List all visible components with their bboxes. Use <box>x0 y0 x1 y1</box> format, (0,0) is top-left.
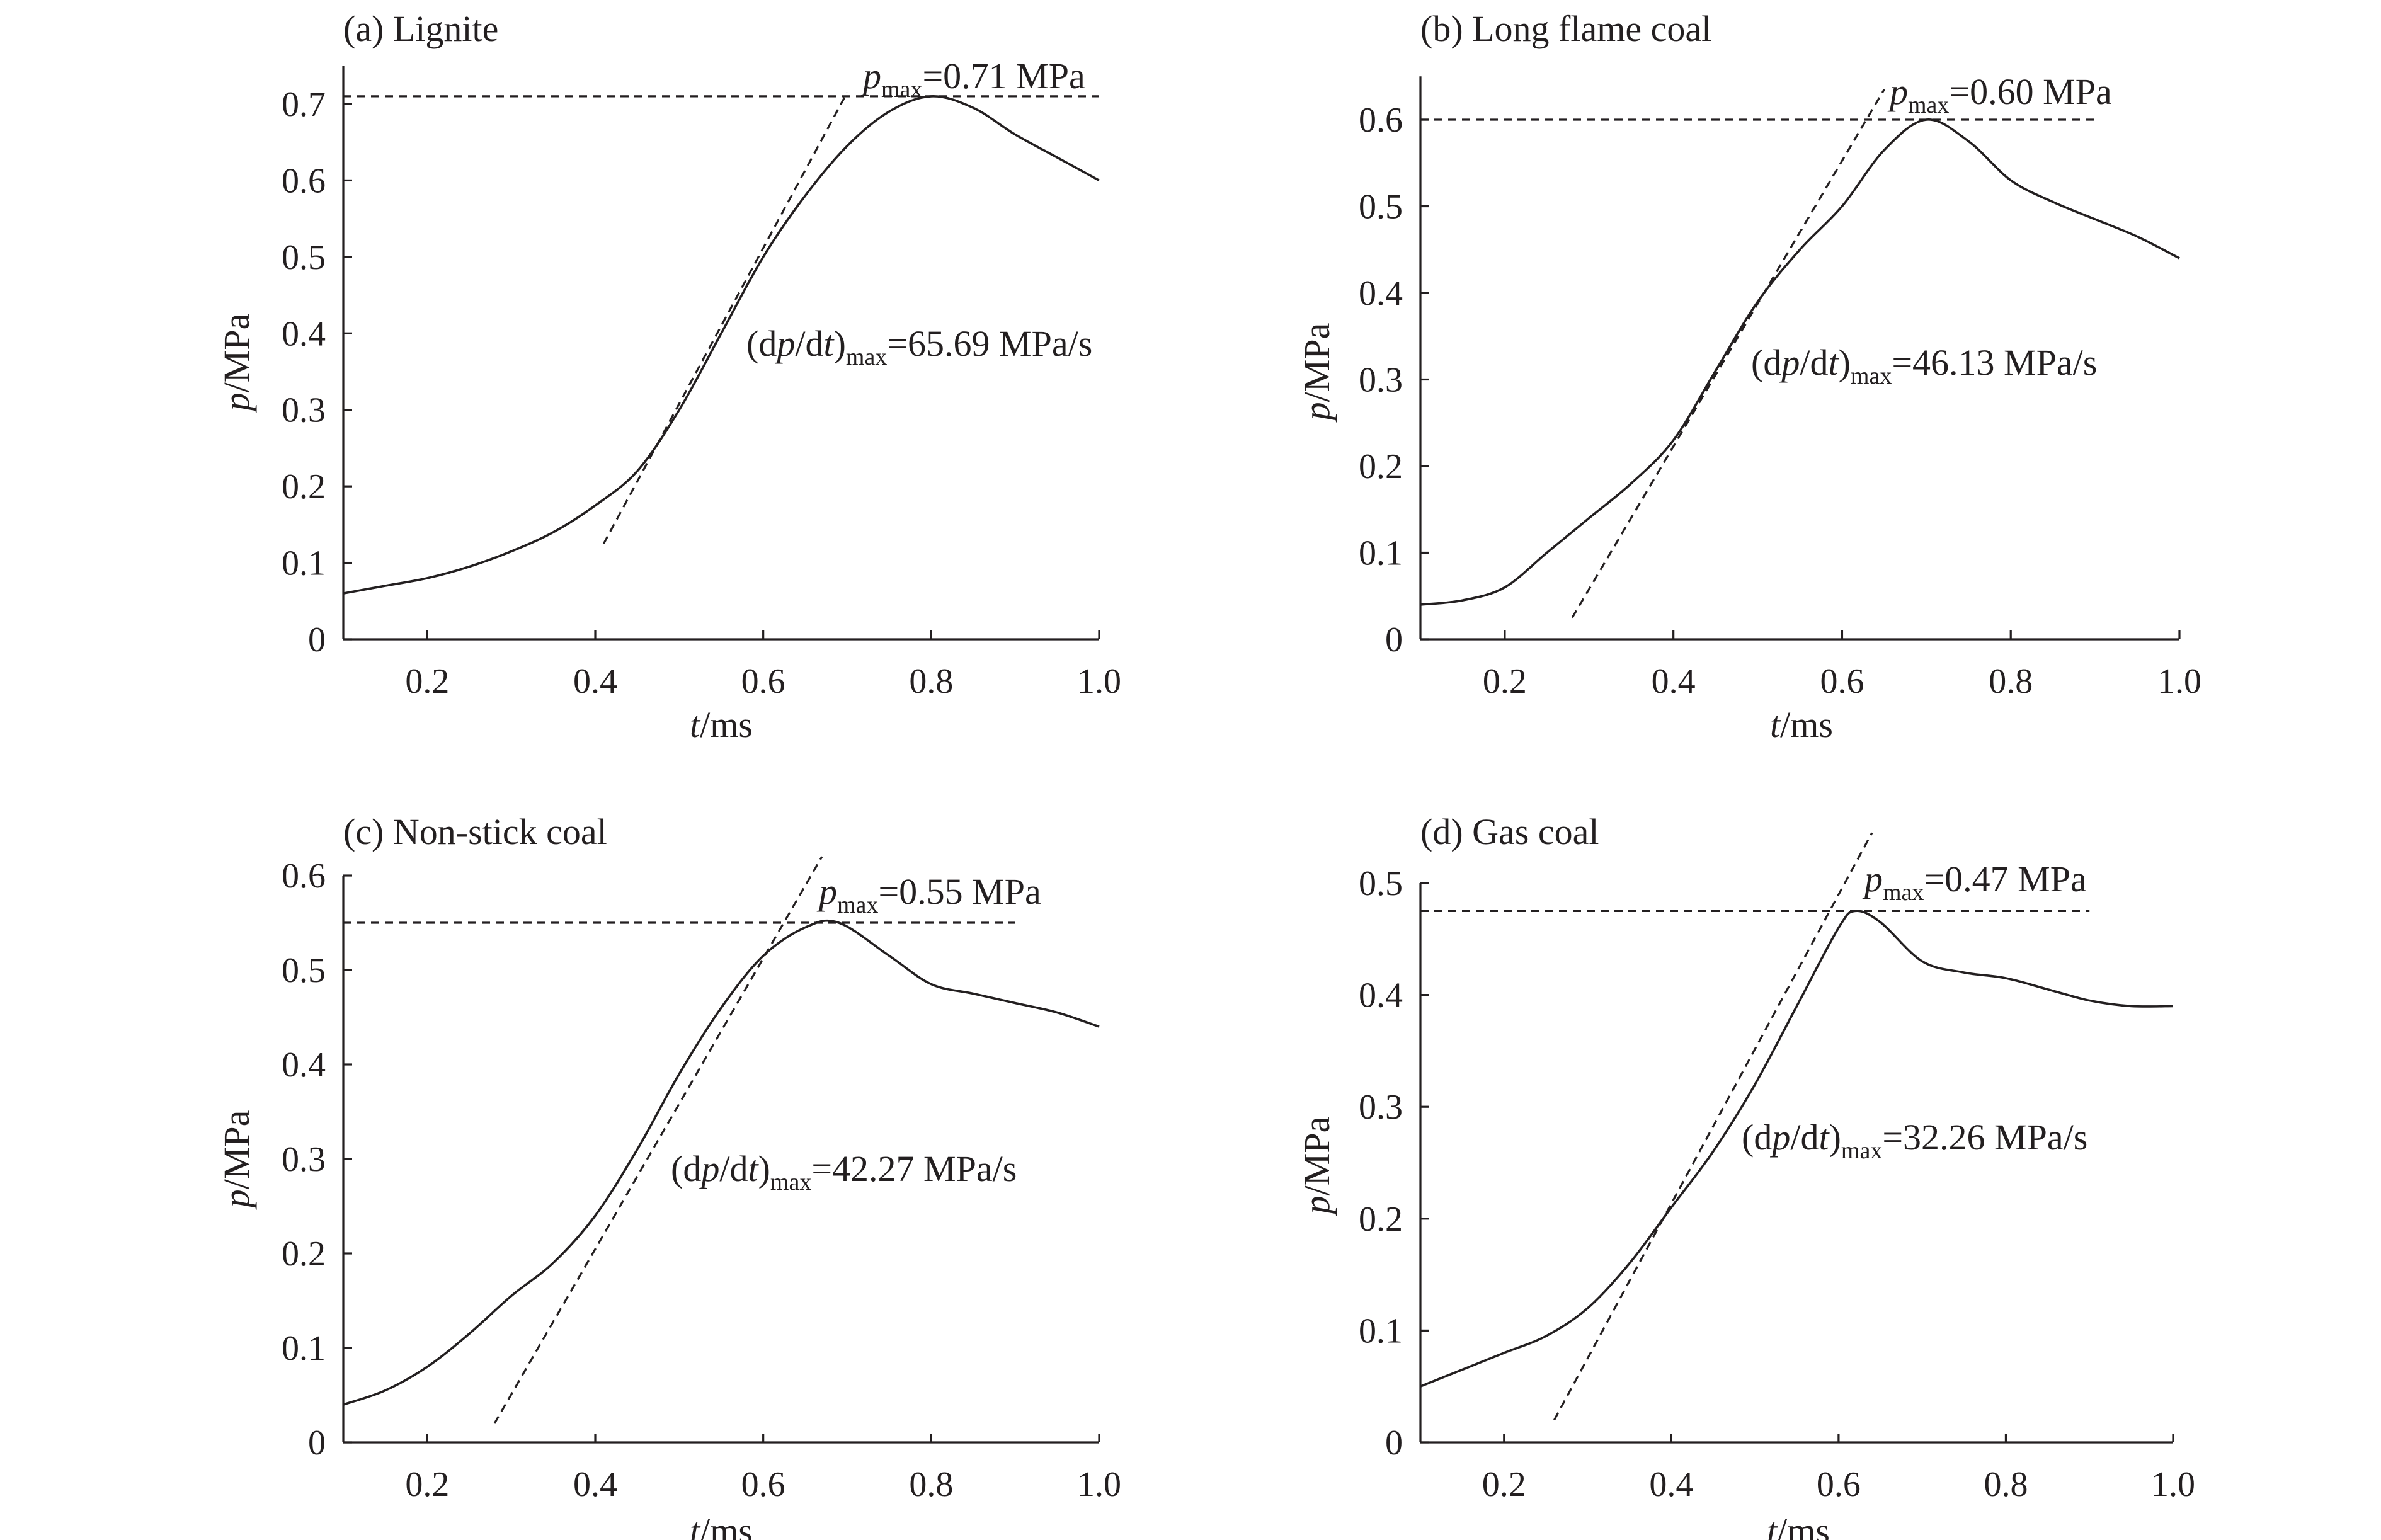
y-tick-label: 0.5 <box>1359 188 1403 227</box>
x-tick-label: 0.6 <box>741 1465 785 1504</box>
y-tick-label: 0.2 <box>282 1235 326 1274</box>
y-tick-label: 0.1 <box>1359 534 1403 573</box>
y-axis-title: p/MPa <box>216 314 257 414</box>
max-rate-tangent-line <box>602 92 848 544</box>
x-tick-label: 0.6 <box>741 662 785 701</box>
y-tick-label: 0.4 <box>1359 976 1403 1015</box>
y-tick-label: 0.4 <box>1359 274 1403 313</box>
pressure-curve <box>343 95 1100 595</box>
y-tick-label: 0.5 <box>1359 864 1403 903</box>
pmax-label: pmax=0.71 MPa <box>860 55 1085 103</box>
y-tick-label: 0 <box>1385 620 1403 659</box>
panel-b: 0 0.1 0.2 0.3 0.4 0.5 0.6 0.2 0.4 0.6 0.8 1.0 (b) Lo… <box>1296 8 2201 745</box>
pressure-curve <box>343 919 1100 1406</box>
y-tick-label: 0.4 <box>282 1046 326 1085</box>
panel-d: 0 0.1 0.2 0.3 0.4 0.5 0.2 0.4 0.6 0.8 1.0 (d) Gas c… <box>1296 811 2195 1540</box>
y-tick-label: 0.3 <box>282 1140 326 1179</box>
max-rate-label: (dp/dt)max=32.26 MPa/s <box>1742 1117 2087 1164</box>
pmax-label: pmax=0.55 MPa <box>816 871 1041 918</box>
y-tick-label: 0.7 <box>282 85 326 124</box>
x-axis-title: t/ms <box>690 704 753 745</box>
x-tick-label: 0.8 <box>909 1465 953 1504</box>
y-tick-label: 0.4 <box>282 314 326 353</box>
y-tick-label: 0.2 <box>282 467 326 506</box>
y-tick-label: 0.3 <box>1359 1088 1403 1127</box>
max-rate-tangent-line <box>1553 832 1873 1421</box>
pmax-label: pmax=0.60 MPa <box>1887 71 2112 118</box>
panel-a: 0 0.1 0.2 0.3 0.4 0.5 0.6 0.7 0.2 0.4 0.6 0.8 1.0 (a)… <box>216 8 1121 745</box>
x-tick-label: 0.2 <box>1482 1465 1526 1504</box>
max-rate-label: (dp/dt)max=46.13 MPa/s <box>1751 342 2097 389</box>
x-tick-label: 1.0 <box>1077 662 1121 701</box>
y-axis-title: p/MPa <box>216 1110 257 1211</box>
y-tick-label: 0.6 <box>1359 101 1403 140</box>
x-tick-label: 0.2 <box>1483 662 1527 701</box>
y-tick-label: 0.2 <box>1359 447 1403 486</box>
x-tick-label: 0.4 <box>573 662 617 701</box>
pressure-curve <box>1420 910 2174 1388</box>
x-tick-label: 0.6 <box>1817 1465 1861 1504</box>
y-tick-label: 0 <box>308 620 326 659</box>
x-axis-title: t/ms <box>690 1510 753 1540</box>
y-tick-label: 0.6 <box>282 857 326 896</box>
x-tick-label: 0.2 <box>405 662 449 701</box>
x-tick-label: 0.4 <box>1652 662 1696 701</box>
x-tick-label: 0.4 <box>1649 1465 1693 1504</box>
y-tick-label: 0.5 <box>282 238 326 277</box>
y-tick-label: 0.3 <box>1359 361 1403 400</box>
panel-title: (b) Long flame coal <box>1420 8 1711 49</box>
y-tick-label: 0.1 <box>282 1329 326 1368</box>
x-tick-label: 0.4 <box>573 1465 617 1504</box>
pmax-label: pmax=0.47 MPa <box>1862 858 2087 906</box>
y-tick-label: 0 <box>1385 1423 1403 1463</box>
panel-title: (c) Non-stick coal <box>343 811 607 852</box>
max-rate-tangent-line <box>493 856 823 1424</box>
panel-title: (a) Lignite <box>343 8 498 49</box>
x-tick-label: 1.0 <box>2157 662 2201 701</box>
y-axis-title: p/MPa <box>1296 1117 1337 1217</box>
x-axis-title: t/ms <box>1767 1510 1830 1540</box>
x-tick-label: 0.6 <box>1820 662 1864 701</box>
y-tick-label: 0.5 <box>282 951 326 990</box>
y-tick-label: 0.1 <box>282 544 326 583</box>
y-tick-label: 0 <box>308 1423 326 1463</box>
y-tick-label: 0.6 <box>282 161 326 200</box>
y-tick-label: 0.2 <box>1359 1200 1403 1239</box>
max-rate-label: (dp/dt)max=65.69 MPa/s <box>746 323 1092 370</box>
y-tick-label: 0.3 <box>282 391 326 430</box>
x-tick-label: 0.8 <box>1989 662 2033 701</box>
pressure-curve <box>1420 118 2180 606</box>
x-tick-label: 0.8 <box>909 662 953 701</box>
y-tick-label: 0.1 <box>1359 1311 1403 1350</box>
x-axis-title: t/ms <box>1770 704 1833 745</box>
panel-c: 0 0.1 0.2 0.3 0.4 0.5 0.6 0.2 0.4 0.6 0.8 1.0 (c) No… <box>216 811 1121 1540</box>
x-tick-label: 0.8 <box>1984 1465 2028 1504</box>
x-tick-label: 1.0 <box>2151 1465 2195 1504</box>
panel-title: (d) Gas coal <box>1420 811 1599 852</box>
x-tick-label: 0.2 <box>405 1465 449 1504</box>
max-rate-tangent-line <box>1571 89 1885 619</box>
y-axis-title: p/MPa <box>1296 323 1337 423</box>
x-tick-label: 1.0 <box>1077 1465 1121 1504</box>
max-rate-label: (dp/dt)max=42.27 MPa/s <box>671 1148 1017 1195</box>
